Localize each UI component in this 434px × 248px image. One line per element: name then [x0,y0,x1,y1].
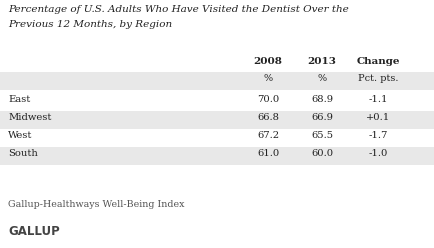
Text: 61.0: 61.0 [257,149,279,158]
Bar [0,129,434,147]
Text: 66.9: 66.9 [311,113,333,122]
Text: +0.1: +0.1 [366,113,390,122]
Text: 60.0: 60.0 [311,149,333,158]
Text: 68.9: 68.9 [311,95,333,104]
Text: Gallup-Healthways Well-Being Index: Gallup-Healthways Well-Being Index [8,200,184,209]
Text: 66.8: 66.8 [257,113,279,122]
Text: %: % [317,74,326,83]
Text: -1.0: -1.0 [368,149,388,158]
Text: Percentage of U.S. Adults Who Have Visited the Dentist Over the: Percentage of U.S. Adults Who Have Visit… [8,5,349,14]
Text: 2008: 2008 [253,57,283,66]
Text: %: % [263,74,273,83]
Bar [0,72,434,90]
Text: 65.5: 65.5 [311,131,333,140]
Bar [0,93,434,111]
Text: Midwest: Midwest [8,113,51,122]
Text: South: South [8,149,38,158]
Text: 67.2: 67.2 [257,131,279,140]
Text: Pct. pts.: Pct. pts. [358,74,398,83]
Text: -1.7: -1.7 [368,131,388,140]
Text: Change: Change [356,57,400,66]
Bar [0,111,434,129]
Text: 70.0: 70.0 [257,95,279,104]
Text: 2013: 2013 [308,57,336,66]
Text: -1.1: -1.1 [368,95,388,104]
Text: GALLUP: GALLUP [8,225,60,238]
Text: Previous 12 Months, by Region: Previous 12 Months, by Region [8,20,172,29]
Text: West: West [8,131,33,140]
Text: East: East [8,95,30,104]
Bar [0,147,434,165]
